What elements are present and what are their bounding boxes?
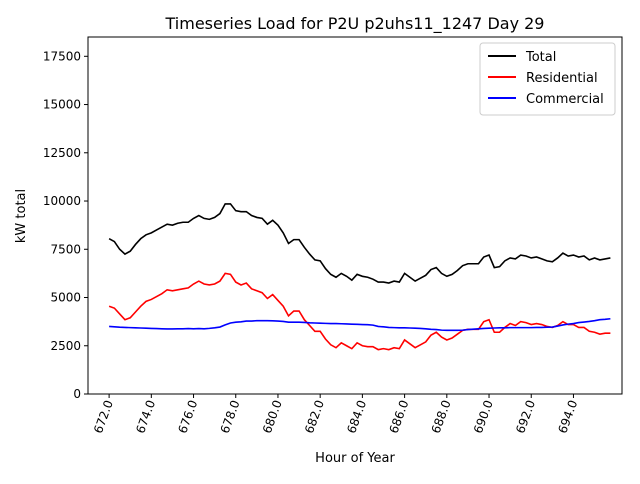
y-tick-label: 2500 [50, 339, 81, 353]
y-tick-label: 15000 [43, 98, 81, 112]
x-axis-label: Hour of Year [315, 451, 395, 466]
y-tick-label: 10000 [43, 194, 81, 208]
legend-label-total: Total [525, 50, 556, 65]
axes-frame [87, 36, 623, 395]
y-tick-label: 0 [73, 387, 81, 401]
legend-label-residential: Residential [526, 71, 598, 86]
y-tick-label: 12500 [43, 146, 81, 160]
y-tick-label: 5000 [50, 291, 81, 305]
legend: Total Residential Commercial [479, 42, 616, 116]
y-axis-label: kW total [14, 189, 29, 243]
series-line-total [108, 203, 611, 284]
y-tick-label: 17500 [43, 49, 81, 63]
series-line-commercial [109, 317, 611, 332]
series-line-residential [108, 272, 611, 351]
chart-title: Timeseries Load for P2U p2uhs11_1247 Day… [165, 14, 545, 34]
legend-label-commercial: Commercial [526, 92, 604, 107]
y-tick-label: 7500 [50, 242, 81, 256]
